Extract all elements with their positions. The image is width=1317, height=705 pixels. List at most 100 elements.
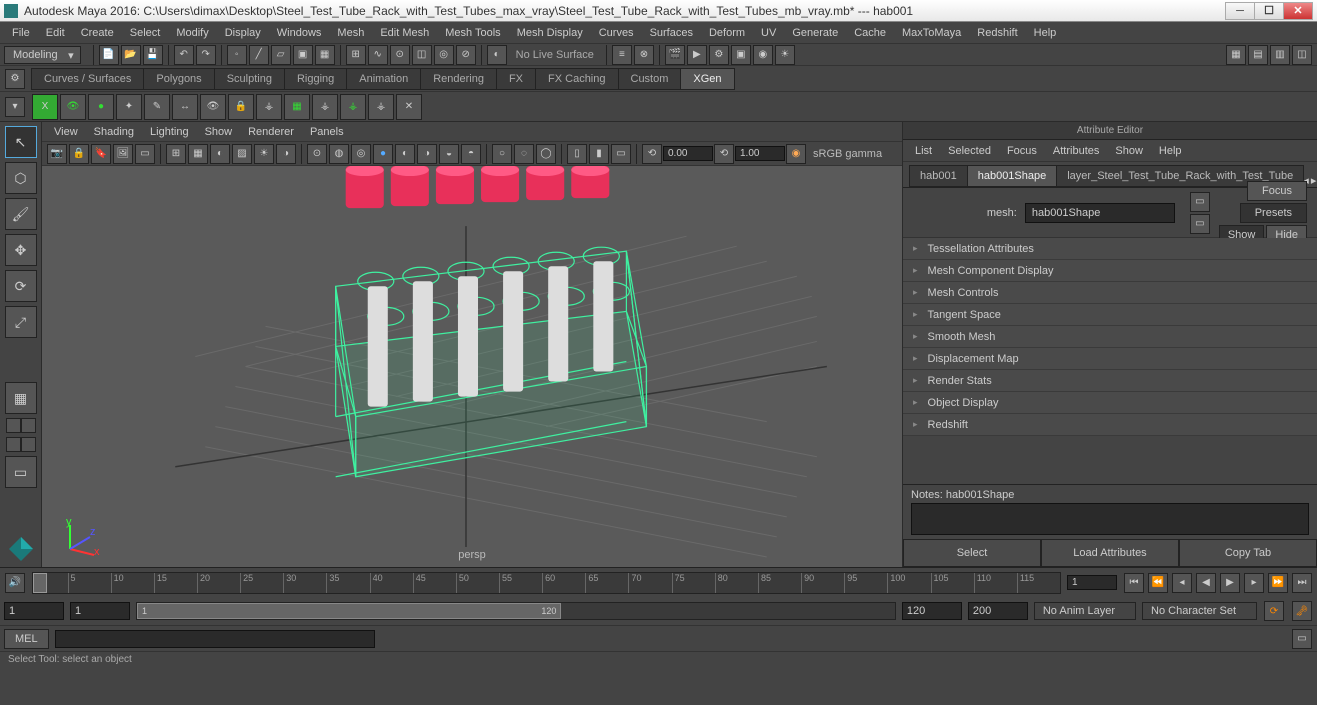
circle2-icon[interactable]: ◌: [514, 144, 534, 164]
resolution-gate-icon[interactable]: ▯: [567, 144, 587, 164]
attr-section-render-stats[interactable]: Render Stats: [903, 370, 1317, 392]
menu-maxtomaya[interactable]: MaxToMaya: [894, 27, 969, 39]
xgen-create-icon[interactable]: X: [32, 94, 58, 120]
script-editor-icon[interactable]: ▭: [1292, 629, 1312, 649]
live-surface-icon[interactable]: ◐: [487, 45, 507, 65]
time-slider[interactable]: 🔊 15101520253035404550556065707580859095…: [0, 567, 1317, 597]
shelf-tab-polygons[interactable]: Polygons: [143, 68, 214, 90]
circle3-icon[interactable]: ◯: [536, 144, 556, 164]
set-key-icon[interactable]: 🗝: [1292, 601, 1312, 621]
attr-section-smooth-mesh[interactable]: Smooth Mesh: [903, 326, 1317, 348]
copy-tab-button[interactable]: Copy Tab: [1179, 539, 1317, 567]
circle1-icon[interactable]: ○: [492, 144, 512, 164]
presets-node-icon[interactable]: ▭: [1190, 214, 1210, 234]
attr-section-tangent-space[interactable]: Tangent Space: [903, 304, 1317, 326]
snap-grid-icon[interactable]: ⊞: [346, 45, 366, 65]
current-time-marker[interactable]: [33, 573, 47, 593]
time-ruler[interactable]: 1510152025303540455055606570758085909510…: [32, 572, 1061, 594]
attr-menu-focus[interactable]: Focus: [999, 145, 1045, 157]
grid-toggle-icon[interactable]: ⊞: [166, 144, 186, 164]
snap-point-icon[interactable]: ⊙: [390, 45, 410, 65]
shadows-icon[interactable]: ◑: [276, 144, 296, 164]
panel-menu-show[interactable]: Show: [197, 126, 241, 138]
menu-edit-mesh[interactable]: Edit Mesh: [372, 27, 437, 39]
shelf-tab-xgen[interactable]: XGen: [680, 68, 734, 90]
menu-edit[interactable]: Edit: [38, 27, 73, 39]
attr-menu-show[interactable]: Show: [1107, 145, 1151, 157]
xgen-move-icon[interactable]: ↔: [172, 94, 198, 120]
undo-icon[interactable]: ↶: [174, 45, 194, 65]
shelf-tab-rigging[interactable]: Rigging: [284, 68, 347, 90]
notes-field[interactable]: [911, 503, 1309, 535]
goto-end-icon[interactable]: ⏭: [1292, 573, 1312, 593]
anim-layer-dropdown[interactable]: No Anim Layer: [1034, 602, 1136, 620]
shaded-icon[interactable]: ◐: [210, 144, 230, 164]
layout-4-icon[interactable]: [21, 437, 36, 452]
layout-2-icon[interactable]: [21, 418, 36, 433]
attr-menu-attributes[interactable]: Attributes: [1045, 145, 1107, 157]
snap-plane-icon[interactable]: ◫: [412, 45, 432, 65]
menu-uv[interactable]: UV: [753, 27, 784, 39]
panel-menu-view[interactable]: View: [46, 126, 86, 138]
play-back-icon[interactable]: ◀: [1196, 573, 1216, 593]
focus-button[interactable]: Focus: [1247, 181, 1307, 201]
tab-next-icon[interactable]: ▸: [1311, 174, 1317, 187]
ao-icon[interactable]: ◑: [417, 144, 437, 164]
xgen-grass4-icon[interactable]: ⚶: [368, 94, 394, 120]
menu-curves[interactable]: Curves: [591, 27, 642, 39]
camera-select-icon[interactable]: 📷: [47, 144, 67, 164]
menu-redshift[interactable]: Redshift: [969, 27, 1025, 39]
current-frame-field[interactable]: [1067, 575, 1117, 590]
playback-end-field[interactable]: [902, 602, 962, 620]
history-off-icon[interactable]: ⊗: [634, 45, 654, 65]
new-scene-icon[interactable]: 📄: [99, 45, 119, 65]
render-icon[interactable]: 🎬: [665, 45, 685, 65]
close-button[interactable]: ✕: [1283, 2, 1313, 20]
xgen-grass2-icon[interactable]: ⚶: [312, 94, 338, 120]
attr-menu-list[interactable]: List: [907, 145, 940, 157]
menu-mesh[interactable]: Mesh: [329, 27, 372, 39]
film-gate-icon[interactable]: ▭: [135, 144, 155, 164]
menu-generate[interactable]: Generate: [784, 27, 846, 39]
step-back-key-icon[interactable]: ⏪: [1148, 573, 1168, 593]
character-set-dropdown[interactable]: No Character Set: [1142, 602, 1257, 620]
goto-start-icon[interactable]: ⏮: [1124, 573, 1144, 593]
select-multi-icon[interactable]: ▦: [315, 45, 335, 65]
paint-select-tool[interactable]: 🖌: [5, 198, 37, 230]
menu-create[interactable]: Create: [73, 27, 122, 39]
menu-mesh-display[interactable]: Mesh Display: [509, 27, 591, 39]
sound-icon[interactable]: 🔊: [5, 573, 25, 593]
gate-mask-icon[interactable]: ▮: [589, 144, 609, 164]
attr-menu-selected[interactable]: Selected: [940, 145, 999, 157]
color-mgmt-icon[interactable]: ◉: [786, 144, 806, 164]
xgen-grid-icon[interactable]: ▦: [284, 94, 310, 120]
xgen-lock-icon[interactable]: 🔒: [228, 94, 254, 120]
panel-menu-lighting[interactable]: Lighting: [142, 126, 197, 138]
layout-3-icon[interactable]: [6, 437, 21, 452]
vp2-icon[interactable]: ●: [373, 144, 393, 164]
play-forward-icon[interactable]: ▶: [1220, 573, 1240, 593]
shelf-tab-custom[interactable]: Custom: [618, 68, 682, 90]
camera-lock-icon[interactable]: 🔒: [69, 144, 89, 164]
menu-select[interactable]: Select: [122, 27, 169, 39]
attr-section-mesh-component-display[interactable]: Mesh Component Display: [903, 260, 1317, 282]
select-tool[interactable]: ↖: [5, 126, 37, 158]
wireframe-icon[interactable]: ▦: [188, 144, 208, 164]
xgen-eye-icon[interactable]: 👁: [60, 94, 86, 120]
magnet-off-icon[interactable]: ⊘: [456, 45, 476, 65]
xgen-sculpt-icon[interactable]: ✎: [144, 94, 170, 120]
panel-1-icon[interactable]: ▦: [1226, 45, 1246, 65]
image-plane-icon[interactable]: 🖼: [113, 144, 133, 164]
anim-end-field[interactable]: [968, 602, 1028, 620]
playback-start-field[interactable]: [70, 602, 130, 620]
move-tool[interactable]: ✥: [5, 234, 37, 266]
attr-tab[interactable]: hab001: [909, 165, 968, 187]
mesh-name-field[interactable]: [1025, 203, 1175, 223]
command-input[interactable]: [55, 630, 375, 648]
step-forward-key-icon[interactable]: ⏩: [1268, 573, 1288, 593]
rotate-tool[interactable]: ⟳: [5, 270, 37, 302]
xgen-clear-icon[interactable]: ✕: [396, 94, 422, 120]
snap-live-icon[interactable]: ◎: [434, 45, 454, 65]
maximize-button[interactable]: ☐: [1254, 2, 1284, 20]
attr-section-redshift[interactable]: Redshift: [903, 414, 1317, 436]
